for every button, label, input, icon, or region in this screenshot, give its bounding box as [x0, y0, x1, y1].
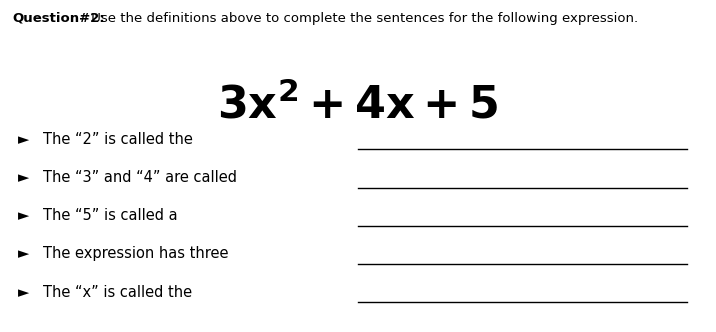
Text: The “5” is called a: The “5” is called a	[43, 208, 178, 223]
Text: The expression has three: The expression has three	[43, 246, 228, 262]
Text: ►: ►	[18, 208, 29, 223]
Text: ►: ►	[18, 285, 29, 300]
Text: The “x” is called the: The “x” is called the	[43, 285, 192, 300]
Text: Question#2:: Question#2:	[12, 12, 105, 25]
Text: ►: ►	[18, 170, 29, 185]
Text: Use the definitions above to complete the sentences for the following expression: Use the definitions above to complete th…	[87, 12, 639, 25]
Text: The “2” is called the: The “2” is called the	[43, 132, 193, 147]
Text: $\mathbf{3x^2+4x+5}$: $\mathbf{3x^2+4x+5}$	[217, 83, 499, 127]
Text: ►: ►	[18, 246, 29, 262]
Text: The “3” and “4” are called: The “3” and “4” are called	[43, 170, 237, 185]
Text: ►: ►	[18, 132, 29, 147]
